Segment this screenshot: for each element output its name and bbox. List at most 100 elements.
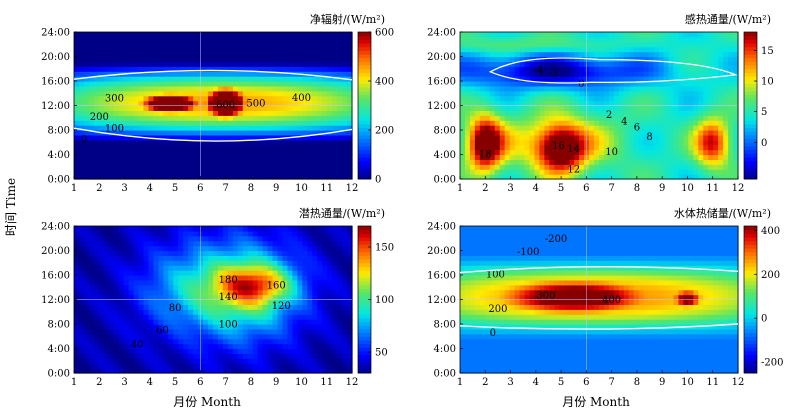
heatmap-cell bbox=[638, 76, 645, 82]
heatmap-cell bbox=[479, 105, 486, 111]
heatmap-cell bbox=[302, 41, 308, 48]
heatmap-cell bbox=[88, 299, 95, 305]
heatmap-cell bbox=[118, 169, 125, 175]
heatmap-cell bbox=[257, 240, 264, 247]
heatmap-cell bbox=[128, 144, 135, 151]
heatmap-cell bbox=[103, 338, 110, 345]
heatmap-cell bbox=[297, 169, 303, 175]
heatmap-cell bbox=[257, 115, 264, 121]
heatmap-cell bbox=[168, 56, 174, 62]
colorbar-tick-label: 600 bbox=[375, 28, 394, 39]
heatmap-cell bbox=[723, 120, 729, 126]
heatmap-cell bbox=[332, 90, 338, 97]
heatmap-cell bbox=[74, 56, 80, 62]
heatmap-cell bbox=[163, 255, 169, 261]
heatmap-cell bbox=[213, 270, 219, 276]
heatmap-cell bbox=[138, 115, 145, 121]
heatmap-cell bbox=[559, 105, 565, 111]
heatmap-cell bbox=[168, 240, 174, 247]
heatmap-cell bbox=[203, 255, 209, 261]
heatmap-cell bbox=[103, 250, 110, 256]
heatmap-cell bbox=[213, 134, 219, 141]
heatmap-cell bbox=[118, 115, 125, 121]
heatmap-cell bbox=[603, 81, 610, 87]
heatmap-cell bbox=[148, 71, 155, 77]
colorbar-swatch bbox=[358, 109, 371, 114]
heatmap-cell bbox=[618, 125, 625, 131]
x-tick-label: 11 bbox=[706, 183, 719, 194]
heatmap-cell bbox=[242, 130, 249, 136]
heatmap-cell bbox=[708, 134, 714, 141]
heatmap-cell bbox=[153, 226, 159, 232]
heatmap-cell bbox=[74, 230, 80, 237]
heatmap-cell bbox=[138, 56, 145, 62]
heatmap-cell bbox=[460, 76, 466, 82]
heatmap-cell bbox=[688, 41, 694, 48]
heatmap-cell bbox=[544, 149, 550, 156]
heatmap-cell bbox=[688, 174, 694, 180]
heatmap-cell bbox=[708, 159, 714, 165]
heatmap-cell bbox=[118, 61, 125, 67]
heatmap-cell bbox=[594, 71, 600, 77]
heatmap-cell bbox=[103, 139, 110, 146]
heatmap-cell bbox=[504, 51, 511, 58]
heatmap-cell bbox=[307, 358, 313, 364]
heatmap-cell bbox=[247, 120, 254, 126]
heatmap-cell bbox=[494, 51, 501, 58]
heatmap-cell bbox=[208, 324, 214, 330]
heatmap-cell bbox=[484, 169, 491, 175]
heatmap-cell bbox=[312, 164, 318, 170]
heatmap-cell bbox=[103, 76, 110, 82]
heatmap-cell bbox=[337, 125, 343, 131]
heatmap-cell bbox=[312, 120, 318, 126]
heatmap-cell bbox=[489, 100, 496, 107]
heatmap-cell bbox=[723, 46, 729, 53]
heatmap-cell bbox=[267, 66, 274, 72]
heatmap-cell bbox=[232, 299, 239, 305]
heatmap-cell bbox=[713, 41, 719, 48]
heatmap-cell bbox=[282, 299, 289, 305]
x-tick-label: 3 bbox=[507, 183, 513, 194]
heatmap-cell bbox=[307, 139, 313, 146]
heatmap-cell bbox=[713, 46, 719, 53]
heatmap-cell bbox=[108, 309, 115, 315]
heatmap-cell bbox=[242, 230, 249, 237]
heatmap-cell bbox=[633, 32, 640, 38]
heatmap-cell bbox=[118, 338, 125, 345]
heatmap-cell bbox=[663, 81, 670, 87]
heatmap-cell bbox=[153, 56, 159, 62]
heatmap-cell bbox=[312, 61, 318, 67]
heatmap-cell bbox=[519, 144, 526, 151]
heatmap-cell bbox=[158, 324, 164, 330]
heatmap-cell bbox=[673, 41, 680, 48]
heatmap-cell bbox=[653, 120, 660, 126]
heatmap-cell bbox=[143, 235, 150, 242]
heatmap-cell bbox=[733, 120, 739, 126]
heatmap-cell bbox=[208, 164, 214, 170]
heatmap-cell bbox=[128, 159, 135, 165]
heatmap-cell bbox=[603, 76, 610, 82]
heatmap-cell bbox=[173, 358, 179, 364]
heatmap-cell bbox=[599, 139, 605, 146]
heatmap-cell bbox=[78, 174, 85, 180]
heatmap-cell bbox=[128, 299, 135, 305]
heatmap-cell bbox=[618, 144, 625, 151]
heatmap-cell bbox=[297, 174, 303, 180]
heatmap-cell bbox=[93, 226, 100, 232]
heatmap-cell bbox=[474, 169, 481, 175]
heatmap-cell bbox=[317, 105, 323, 111]
heatmap-cell bbox=[683, 71, 689, 77]
heatmap-cell bbox=[479, 51, 486, 58]
heatmap-cell bbox=[564, 154, 570, 160]
heatmap-cell bbox=[272, 275, 279, 281]
colorbar-swatch bbox=[358, 35, 371, 40]
heatmap-cell bbox=[708, 76, 714, 82]
heatmap-cell bbox=[208, 255, 214, 261]
heatmap-cell bbox=[183, 226, 189, 232]
heatmap-cell bbox=[118, 120, 125, 126]
heatmap-cell bbox=[148, 333, 155, 340]
heatmap-cell bbox=[78, 149, 85, 156]
heatmap-cell bbox=[123, 90, 130, 97]
heatmap-cell bbox=[83, 81, 90, 87]
heatmap-cell bbox=[133, 338, 140, 345]
